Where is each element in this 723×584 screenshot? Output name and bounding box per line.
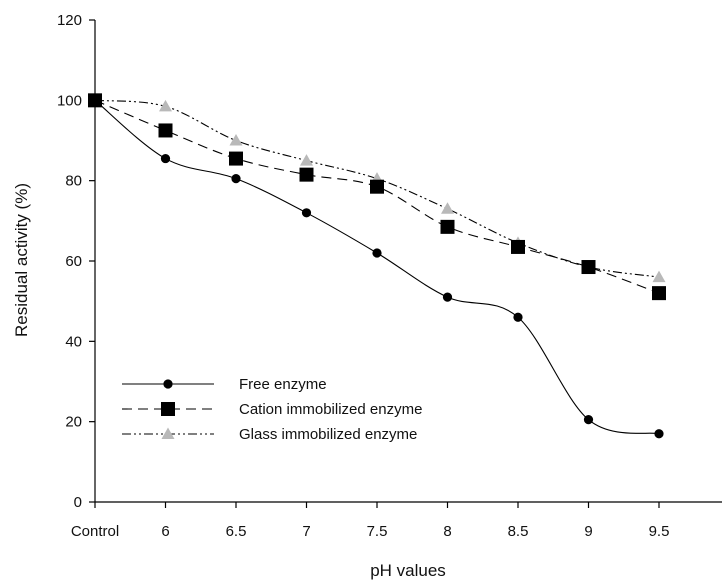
y-tick-label: 40 — [65, 333, 82, 350]
x-tick-label: 9 — [584, 523, 592, 540]
legend-marker — [163, 379, 172, 388]
axes: 0 20 40 60 80 100 120 Control 6 6.5 7 7.5 8 8.5 9 9.5 — [57, 12, 722, 540]
data-point-free-enzyme — [584, 415, 593, 424]
data-point-free-enzyme — [302, 208, 311, 217]
data-point-free-enzyme — [654, 429, 663, 438]
legend-label: Cation immobilized enzyme — [239, 401, 422, 418]
x-tick-label: 8.5 — [508, 523, 529, 540]
x-tick-label: 6.5 — [226, 523, 247, 540]
legend-label: Glass immobilized enzyme — [239, 426, 417, 443]
legend-label: Free enzyme — [239, 376, 327, 393]
data-point-free-enzyme — [231, 174, 240, 183]
x-tick-label: 7.5 — [367, 523, 388, 540]
data-point-cation-immobilized-enzyme — [159, 123, 173, 137]
data-point-glass-immobilized-enzyme — [441, 202, 454, 214]
legend-item-free-enzyme: Free enzyme — [122, 376, 327, 393]
series-line-cation-immobilized-enzyme — [95, 100, 659, 293]
y-tick-label: 80 — [65, 173, 82, 190]
y-tick-label: 60 — [65, 253, 82, 270]
data-point-cation-immobilized-enzyme — [652, 286, 666, 300]
y-tick-label: 0 — [74, 494, 82, 511]
x-tick-label: 8 — [443, 523, 451, 540]
data-point-glass-immobilized-enzyme — [230, 134, 243, 146]
y-axis-title: Residual activity (%) — [12, 183, 31, 337]
data-point-free-enzyme — [90, 96, 99, 105]
x-tick-label: 7 — [302, 523, 310, 540]
series-layer — [88, 93, 666, 438]
x-tick-label: 6 — [161, 523, 169, 540]
data-point-free-enzyme — [372, 248, 381, 257]
legend-marker — [161, 402, 175, 416]
legend-marker — [162, 428, 175, 440]
y-tick-label: 100 — [57, 92, 82, 109]
data-point-cation-immobilized-enzyme — [370, 180, 384, 194]
x-tick-label: Control — [71, 523, 119, 540]
data-point-glass-immobilized-enzyme — [653, 271, 666, 283]
data-point-free-enzyme — [513, 313, 522, 322]
series-markers-free-enzyme — [90, 96, 663, 439]
data-point-cation-immobilized-enzyme — [300, 168, 314, 182]
series-markers-cation-immobilized-enzyme — [88, 93, 666, 300]
x-axis-title: pH values — [370, 561, 446, 580]
legend-item-cation-immobilized-enzyme: Cation immobilized enzyme — [122, 401, 422, 418]
legend-item-glass-immobilized-enzyme: Glass immobilized enzyme — [122, 426, 417, 443]
data-point-cation-immobilized-enzyme — [582, 260, 596, 274]
data-point-cation-immobilized-enzyme — [441, 220, 455, 234]
data-point-free-enzyme — [443, 293, 452, 302]
y-tick-label: 120 — [57, 12, 82, 29]
data-point-cation-immobilized-enzyme — [229, 152, 243, 166]
data-point-free-enzyme — [161, 154, 170, 163]
data-point-glass-immobilized-enzyme — [300, 154, 313, 166]
data-point-cation-immobilized-enzyme — [511, 240, 525, 254]
x-tick-label: 9.5 — [649, 523, 670, 540]
legend: Free enzyme Cation immobilized enzyme Glas… — [122, 376, 422, 443]
y-tick-label: 20 — [65, 414, 82, 431]
